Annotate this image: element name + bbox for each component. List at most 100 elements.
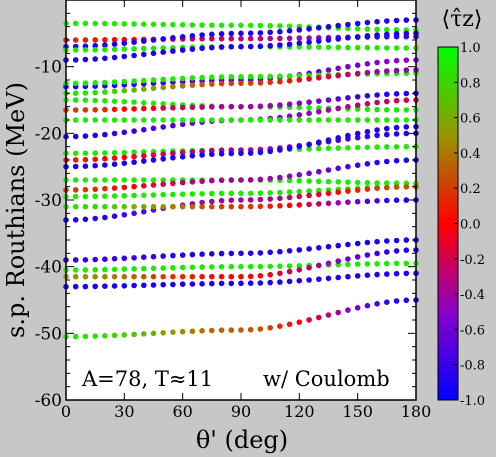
- data-point: [179, 179, 186, 186]
- data-point: [228, 73, 235, 80]
- data-point: [131, 273, 137, 280]
- data-point: [267, 203, 274, 209]
- data-point: [393, 67, 400, 74]
- data-point: [364, 19, 371, 26]
- data-point: [131, 177, 137, 183]
- data-point: [306, 99, 312, 105]
- colorbar-tick-label: 0.6: [460, 112, 481, 127]
- data-point: [150, 125, 157, 132]
- data-point: [82, 97, 89, 103]
- data-point: [102, 266, 108, 273]
- data-point: [316, 25, 322, 31]
- data-point: [345, 163, 351, 170]
- data-point: [257, 190, 264, 196]
- data-point: [354, 44, 361, 51]
- data-point: [316, 75, 322, 81]
- data-point: [92, 132, 98, 139]
- data-point: [384, 58, 390, 65]
- data-point: [335, 22, 342, 29]
- data-point: [267, 279, 274, 286]
- data-point: [160, 49, 166, 55]
- data-point: [199, 81, 205, 88]
- data-point: [325, 260, 332, 267]
- data-point: [179, 273, 186, 280]
- data-point: [160, 21, 166, 28]
- data-point: [102, 106, 108, 113]
- data-point: [160, 84, 166, 91]
- data-point: [228, 35, 235, 42]
- data-point: [384, 299, 390, 306]
- x-axis-label: θ' (deg): [196, 426, 288, 454]
- data-point: [218, 31, 225, 37]
- data-point: [179, 34, 186, 40]
- data-point: [257, 73, 264, 80]
- data-point: [306, 117, 312, 123]
- data-point: [247, 250, 254, 256]
- data-point: [82, 163, 89, 169]
- data-point: [102, 273, 108, 280]
- data-point: [92, 333, 98, 340]
- data-point: [150, 45, 157, 52]
- data-point: [121, 193, 128, 199]
- data-point: [354, 144, 361, 151]
- colorbar-tick-label: -0.6: [460, 323, 485, 338]
- data-point: [393, 260, 400, 267]
- data-point: [345, 95, 351, 101]
- data-point: [403, 270, 410, 277]
- data-point: [141, 86, 147, 92]
- data-point: [277, 263, 283, 270]
- data-point: [170, 83, 176, 90]
- data-point: [316, 168, 322, 175]
- data-point: [111, 41, 118, 47]
- data-point: [247, 203, 254, 210]
- data-point: [131, 99, 137, 105]
- data-point: [131, 192, 137, 199]
- data-point: [325, 73, 332, 80]
- data-point: [170, 105, 176, 111]
- data-point: [189, 153, 196, 159]
- data-point: [179, 264, 186, 271]
- data-point: [179, 252, 186, 258]
- data-point: [384, 18, 390, 24]
- data-point: [306, 246, 312, 252]
- data-point: [102, 79, 108, 86]
- data-point: [141, 203, 147, 210]
- data-point: [296, 267, 303, 273]
- data-point: [374, 127, 380, 133]
- data-point: [306, 277, 312, 283]
- data-point: [354, 62, 361, 68]
- data-point: [316, 108, 322, 115]
- x-tick-label: 120: [284, 402, 315, 421]
- data-point: [364, 239, 371, 246]
- data-point: [393, 197, 400, 203]
- data-point: [102, 117, 108, 123]
- data-point: [238, 250, 244, 257]
- data-point: [111, 273, 118, 280]
- data-point: [306, 264, 312, 271]
- data-point: [111, 255, 118, 262]
- data-point: [111, 266, 118, 273]
- data-point: [121, 332, 128, 338]
- data-point: [72, 267, 79, 273]
- data-point: [247, 280, 254, 287]
- data-point: [393, 91, 400, 97]
- data-point: [286, 73, 293, 79]
- data-point: [335, 274, 342, 281]
- data-point: [286, 23, 293, 30]
- data-point: [102, 89, 108, 95]
- data-point: [286, 202, 293, 209]
- data-point: [92, 80, 98, 86]
- data-point: [316, 117, 322, 123]
- data-point: [374, 117, 380, 123]
- data-point: [374, 26, 380, 33]
- data-point: [82, 267, 89, 273]
- data-point: [209, 81, 215, 87]
- data-point: [374, 180, 380, 186]
- data-point: [141, 153, 147, 159]
- data-point: [121, 154, 128, 161]
- annotation-coulomb: w/ Coulomb: [263, 367, 390, 391]
- data-point: [150, 265, 157, 272]
- data-point: [316, 178, 322, 185]
- data-point: [325, 190, 332, 197]
- data-point: [170, 150, 176, 157]
